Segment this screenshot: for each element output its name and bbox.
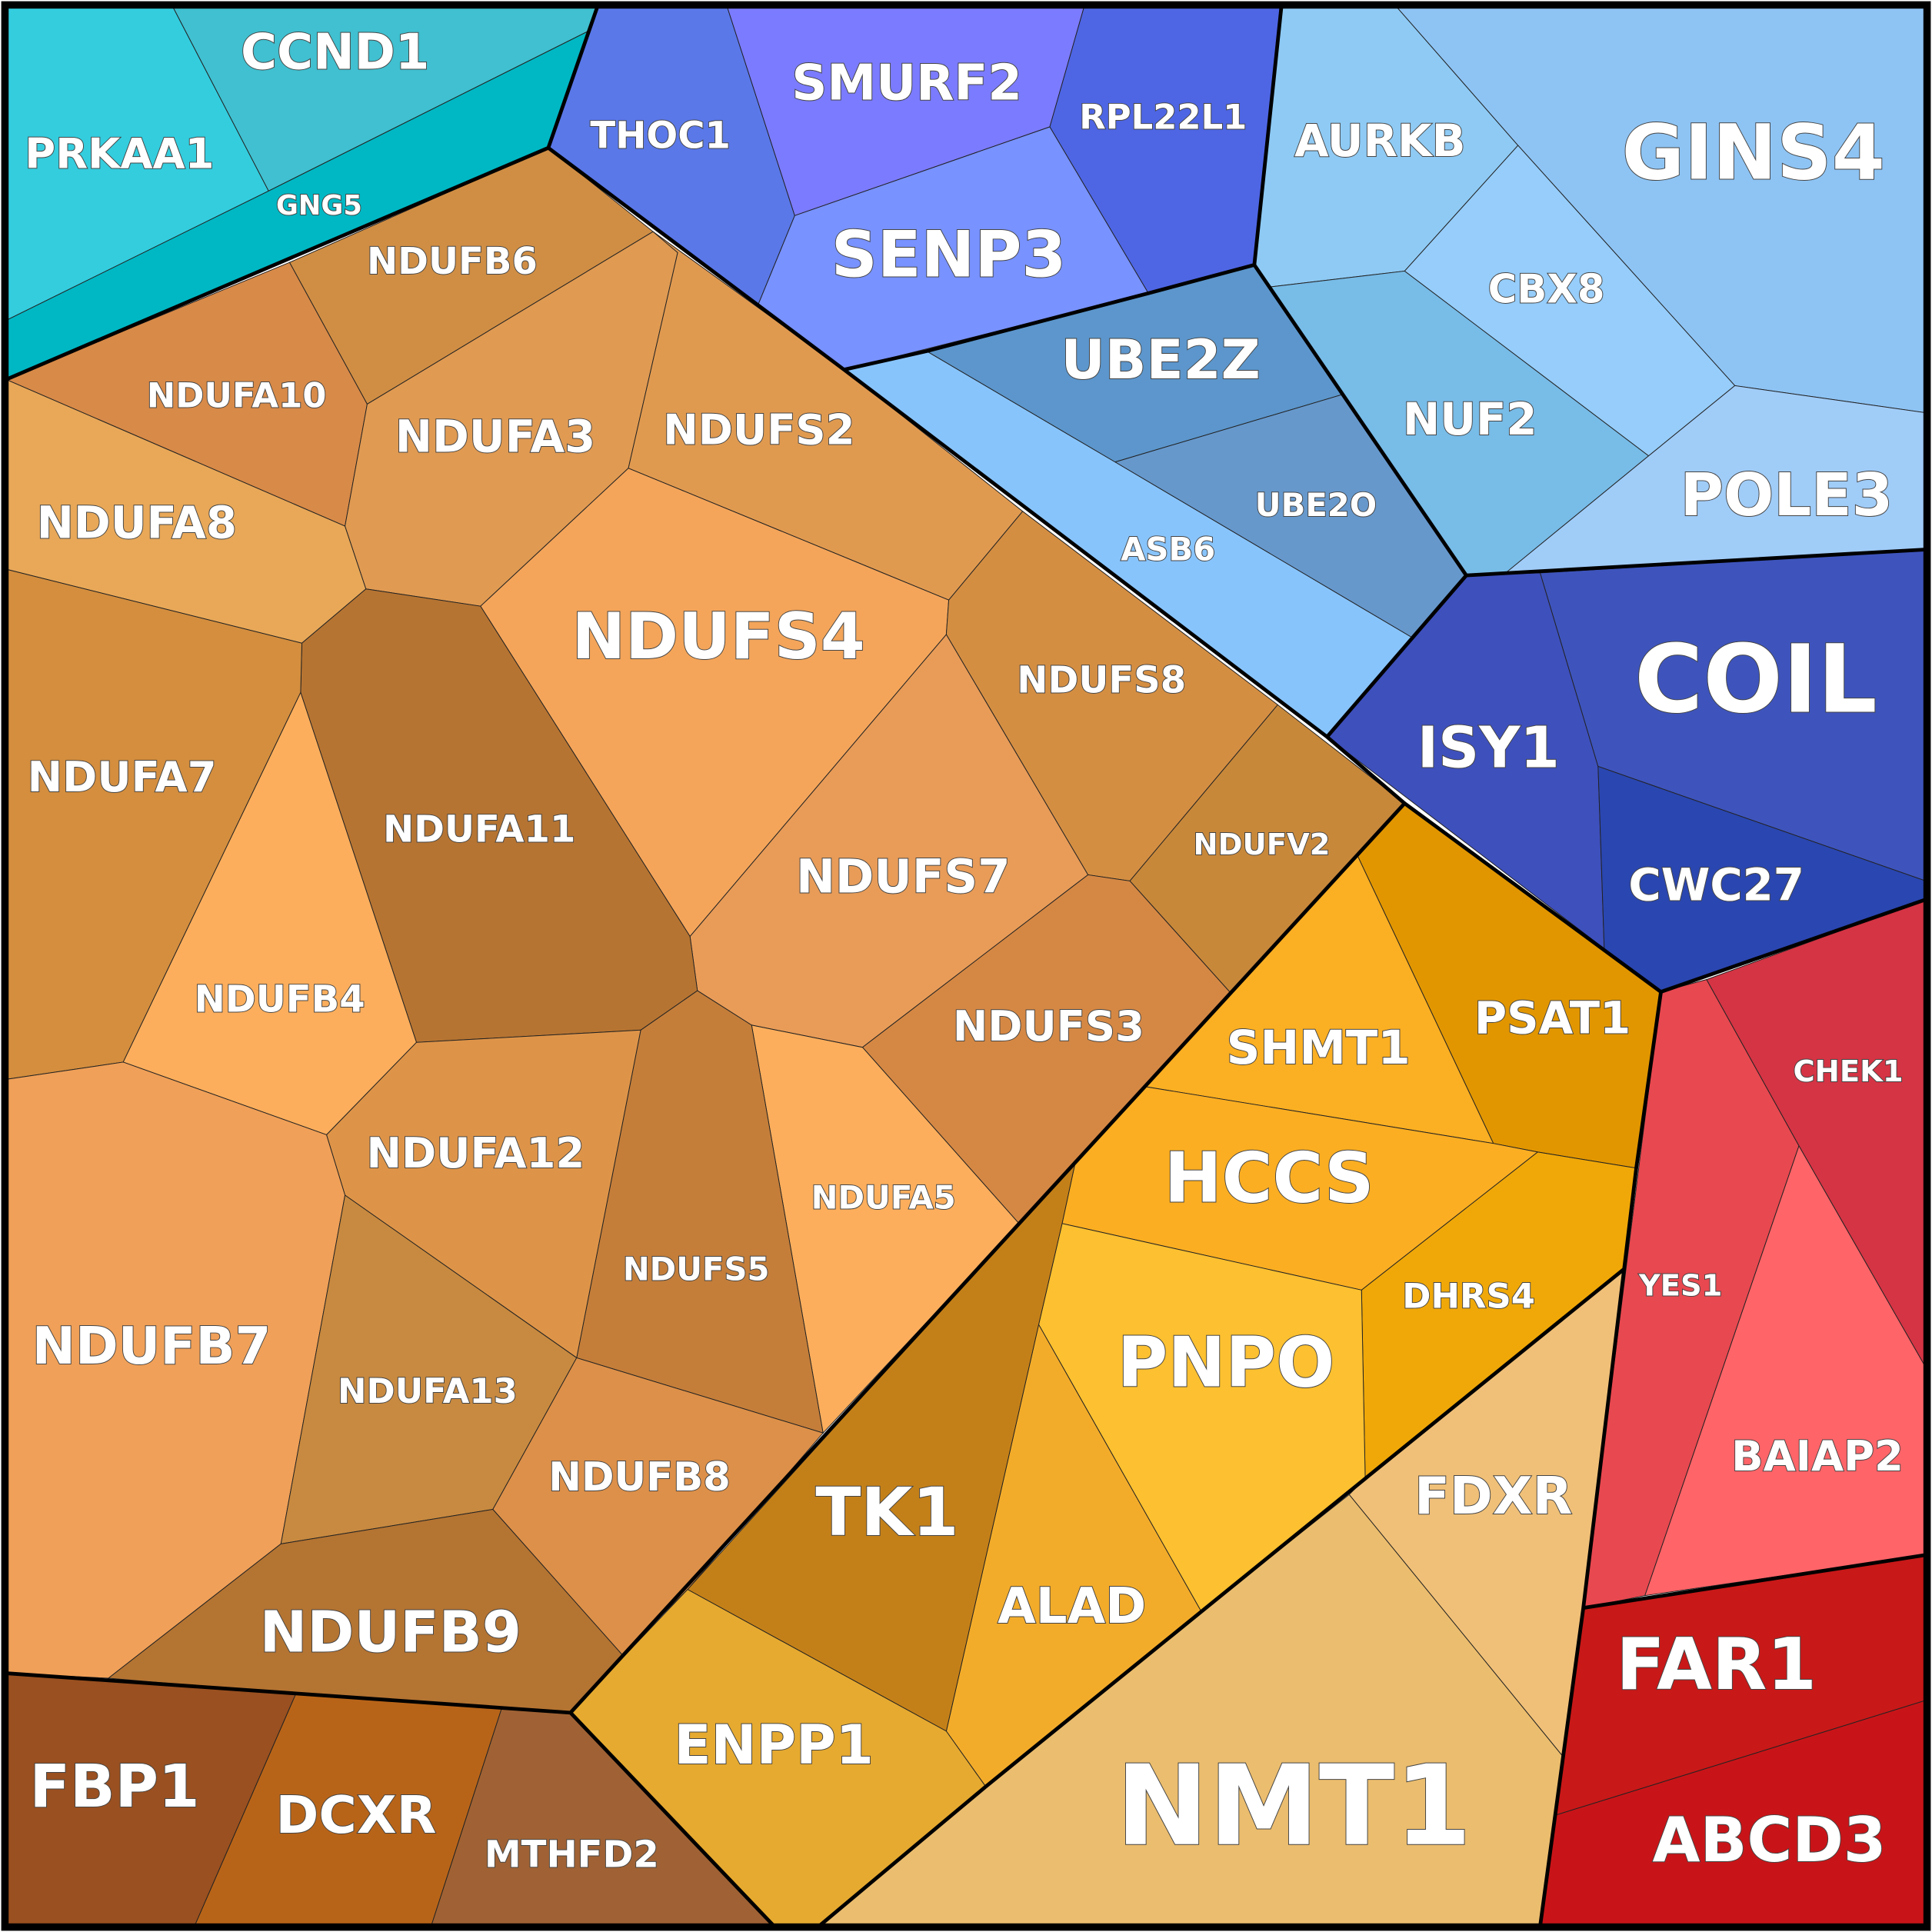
cell-label: NDUFS2 [663,405,854,454]
cell-label: NDUFS3 [953,1001,1144,1051]
cell-label: NDUFV2 [1193,828,1330,862]
cell-label: NDUFB9 [260,1601,521,1666]
cell-label: NUF2 [1403,393,1537,445]
cell-label: PRKAA1 [25,129,214,178]
cell-label: CHEK1 [1793,1054,1903,1089]
cell-label: NDUFA13 [338,1371,518,1411]
cell-label: SENP3 [831,217,1067,291]
cells [5,5,1927,1927]
cell-label: ENPP1 [674,1714,873,1777]
cell-label: NDUFS8 [1017,659,1186,702]
cell-label: NDUFA3 [395,411,595,463]
cell-label: NMT1 [1116,1742,1472,1871]
cell-label: NDUFB7 [32,1316,271,1376]
cell-label: NDUFA12 [366,1128,585,1178]
cell-label: HCCS [1164,1138,1374,1218]
cell-label: FBP1 [30,1753,200,1821]
cell-label: POLE3 [1681,461,1894,530]
cell-label: MTHFD2 [485,1833,659,1876]
cell-label: NDUFB8 [548,1454,731,1501]
cell-label: NDUFB4 [195,978,365,1021]
cell-label: PNPO [1118,1324,1335,1404]
cell-label: NDUFA10 [147,375,327,415]
cell-label: NDUFS4 [571,599,864,674]
cell-label: THOC1 [590,114,731,157]
cell-label: SHMT1 [1227,1021,1411,1075]
cell-label: CWC27 [1628,859,1804,911]
cell-label: SMURF2 [791,55,1022,112]
cell-label: NDUFB6 [367,240,538,283]
cell-label: FAR1 [1616,1623,1817,1706]
cell-label: NDUFA8 [37,497,237,549]
labels: PRKAA1 CCND1 GNG5 THOC1 SMURF2 RPL22L1 SENP3 AU… [24,24,1904,1877]
cell-label: ISY1 [1417,715,1560,781]
cell-label: ASB6 [1121,531,1215,568]
cell-label: DCXR [276,1785,437,1845]
cell-label: TK1 [815,1474,958,1551]
cell-label: COIL [1634,625,1877,734]
cell-label: NDUFS7 [796,849,1011,904]
cell-label: DHRS4 [1402,1276,1535,1317]
cell-label: CBX8 [1488,267,1605,313]
cell-label: NDUFS5 [623,1250,770,1287]
cell-label: NDUFA11 [383,808,575,851]
cell-label: ALAD [998,1578,1146,1635]
cell-label: GNG5 [276,190,362,222]
cell-label: UBE2Z [1061,328,1261,391]
cell-label: RPL22L1 [1079,96,1247,137]
cell-label: FDXR [1414,1466,1572,1526]
cell-label: GINS4 [1622,108,1885,197]
cell-label: UBE2O [1255,486,1377,524]
cell-label: CCND1 [241,25,429,82]
cell-label: BAIAP2 [1731,1431,1904,1481]
cell-label: AURKB [1294,115,1466,167]
cell-label: YES1 [1638,1269,1723,1304]
cell-label: NDUFA7 [28,752,217,801]
cell-label: PSAT1 [1474,992,1631,1044]
cell-label: ABCD3 [1653,1804,1887,1876]
cell-label: NDUFA5 [811,1178,956,1216]
